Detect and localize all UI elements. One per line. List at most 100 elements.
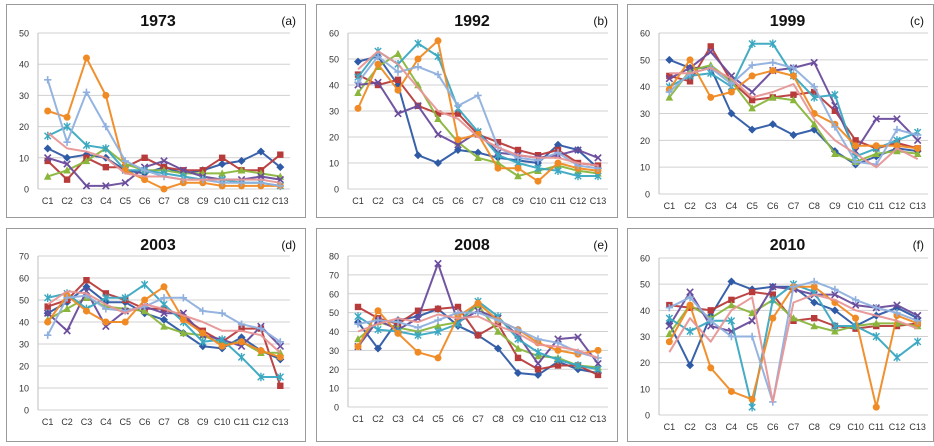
data-point [454, 110, 462, 117]
y-tick-label: 40 [640, 82, 650, 92]
panel-frame [627, 4, 934, 218]
data-point [707, 317, 715, 325]
data-point [374, 81, 382, 89]
data-point [810, 82, 818, 91]
y-tick-label: 60 [640, 29, 650, 39]
series-line [669, 66, 919, 169]
x-tick-label: C4 [726, 422, 738, 432]
y-tick-label: 10 [640, 163, 650, 173]
y-tick-label: 50 [329, 55, 339, 65]
data-point [810, 322, 818, 330]
data-point [748, 308, 756, 317]
chart-title: 2003 [140, 237, 176, 254]
data-point [454, 303, 462, 311]
x-tick-label: C9 [197, 196, 209, 206]
x-tick-label: C2 [684, 201, 696, 211]
data-point [872, 149, 881, 157]
data-point [474, 91, 482, 100]
series-7 [354, 52, 602, 172]
x-tick-label: C2 [61, 196, 73, 206]
data-point [434, 159, 442, 167]
data-point [554, 335, 562, 343]
data-point [748, 402, 756, 412]
data-point [237, 156, 246, 165]
y-tick-label: 20 [640, 358, 650, 368]
data-point [63, 176, 71, 183]
data-point [831, 123, 839, 131]
data-point [82, 307, 90, 315]
data-point [831, 327, 839, 335]
data-point [748, 104, 756, 112]
data-point [474, 299, 482, 307]
y-tick-label: 50 [19, 29, 29, 39]
data-point [141, 154, 148, 161]
data-point [852, 142, 860, 150]
data-point [354, 312, 362, 321]
x-tick-label: C9 [829, 422, 841, 432]
data-point [102, 163, 110, 171]
data-point [63, 153, 72, 162]
data-point [238, 325, 245, 332]
x-tick-label: C13 [272, 196, 289, 206]
x-tick-label: C11 [868, 201, 884, 211]
data-point [237, 166, 246, 174]
x-tick-label: C8 [808, 422, 820, 432]
data-point [748, 317, 756, 325]
series-6 [665, 56, 922, 152]
data-point [534, 164, 542, 173]
panel-label: (b) [593, 14, 608, 28]
x-tick-label: C5 [432, 414, 444, 424]
data-point [852, 137, 859, 144]
x-tick-label: C10 [214, 196, 231, 206]
data-point [831, 321, 839, 331]
data-point [63, 166, 71, 174]
x-tick-label: C7 [788, 422, 800, 432]
x-tick-label: C4 [100, 196, 112, 206]
data-point [82, 88, 91, 96]
x-tick-label: C3 [81, 417, 93, 427]
x-tick-label: C3 [392, 414, 404, 424]
data-point [913, 317, 922, 325]
y-tick-label: 10 [329, 384, 339, 394]
x-tick-label: C1 [664, 422, 676, 432]
data-point [454, 136, 462, 144]
data-point [179, 329, 188, 337]
series-8 [47, 290, 281, 354]
data-point [474, 308, 482, 317]
data-point [434, 354, 442, 362]
data-point [237, 353, 246, 362]
data-point [665, 329, 674, 338]
data-point [414, 102, 422, 110]
x-tick-label: C1 [42, 196, 54, 206]
y-tick-label: 40 [329, 81, 339, 91]
data-point [277, 382, 284, 389]
x-tick-label: C5 [746, 201, 758, 211]
data-point [514, 369, 522, 378]
data-point [82, 54, 90, 62]
data-point [913, 131, 922, 139]
x-tick-label: C2 [61, 417, 73, 427]
data-point [63, 304, 71, 312]
x-tick-label: C13 [272, 417, 289, 427]
data-point [140, 307, 149, 315]
data-point [63, 113, 71, 121]
data-point [872, 403, 880, 411]
data-point [102, 293, 110, 302]
data-point [83, 277, 90, 284]
data-point [534, 348, 542, 357]
data-point [769, 283, 777, 291]
data-point [893, 353, 901, 362]
data-point [514, 146, 522, 154]
data-point [474, 332, 482, 339]
data-point [851, 296, 860, 304]
x-tick-label: C13 [909, 201, 926, 211]
data-point [434, 114, 442, 122]
data-point [394, 109, 402, 118]
series-line [668, 293, 919, 403]
chart-title: 1992 [454, 13, 490, 30]
x-tick-label: C12 [889, 422, 906, 432]
x-tick-label: C1 [352, 414, 364, 424]
data-point [534, 152, 542, 159]
data-point [354, 104, 362, 112]
y-tick-label: 50 [640, 280, 650, 290]
